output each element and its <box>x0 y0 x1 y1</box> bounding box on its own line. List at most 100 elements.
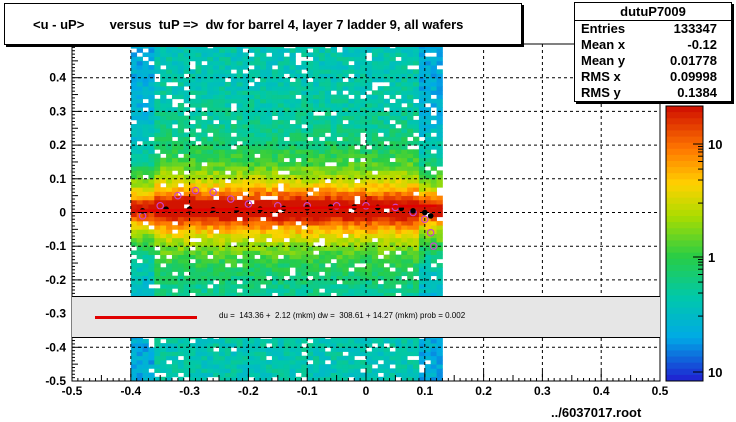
heatmap-cell <box>271 364 279 369</box>
heatmap-cell <box>360 208 367 213</box>
heatmap-cell <box>236 271 243 277</box>
heatmap-cell <box>389 170 396 175</box>
heatmap-cell <box>301 161 308 167</box>
heatmap-cell <box>213 107 220 112</box>
heatmap-cell <box>248 115 255 121</box>
heatmap-cell <box>366 65 373 70</box>
heatmap-cell <box>166 132 173 138</box>
heatmap-cell <box>166 145 173 150</box>
heatmap-cell <box>348 69 355 74</box>
heatmap-cell <box>407 52 414 58</box>
heatmap-cell <box>277 77 285 83</box>
heatmap-cell <box>313 368 320 373</box>
heatmap-cell <box>413 102 420 108</box>
heatmap-cell <box>130 102 138 108</box>
heatmap-cell <box>160 250 167 256</box>
heatmap-cell <box>330 69 337 74</box>
heatmap-cell <box>166 124 173 129</box>
heatmap-cell <box>213 44 220 49</box>
heatmap-cell <box>342 115 349 121</box>
heatmap-cell <box>219 351 226 357</box>
heatmap-cell <box>330 355 337 361</box>
heatmap-cell <box>366 178 373 184</box>
heatmap-cell <box>395 132 402 138</box>
heatmap-cell <box>207 86 214 91</box>
heatmap-cell <box>436 136 443 142</box>
heatmap-cell <box>413 136 420 142</box>
heatmap-cell <box>248 246 255 251</box>
heatmap-cell <box>307 183 314 188</box>
y-tick-label: -0.1 <box>45 239 66 253</box>
heatmap-cell <box>371 216 379 222</box>
heatmap-cell <box>166 199 173 205</box>
heatmap-cell <box>342 107 349 112</box>
heatmap-cell <box>295 250 302 256</box>
heatmap-cell <box>242 187 249 192</box>
heatmap-cell <box>271 157 279 163</box>
heatmap-cell <box>354 52 361 58</box>
heatmap-cell <box>195 288 202 293</box>
heatmap-cell <box>248 157 255 163</box>
heatmap-cell <box>366 246 373 251</box>
heatmap-cell <box>136 174 143 180</box>
heatmap-cell <box>295 86 302 91</box>
heatmap-cell <box>407 94 414 100</box>
heatmap-cell <box>148 170 155 175</box>
heatmap-cell <box>171 347 179 352</box>
heatmap-cell <box>271 136 279 142</box>
heatmap-cell <box>219 292 226 298</box>
heatmap-cell <box>348 170 355 175</box>
heatmap-cell <box>236 212 243 218</box>
heatmap-cell <box>201 250 208 256</box>
heatmap-cell <box>236 77 243 83</box>
heatmap-cell <box>207 52 214 58</box>
heatmap-cell <box>395 102 402 108</box>
heatmap-cell <box>377 258 385 264</box>
heatmap-cell <box>219 250 226 256</box>
heatmap-cell <box>348 124 355 129</box>
heatmap-cell <box>301 220 308 226</box>
heatmap-cell <box>342 258 349 264</box>
heatmap-cell <box>436 183 443 188</box>
heatmap-cell <box>383 170 390 175</box>
heatmap-cell <box>160 216 167 222</box>
heatmap-cell <box>324 77 332 83</box>
heatmap-cell <box>171 216 179 222</box>
heatmap-cell <box>219 233 226 239</box>
heatmap-cell <box>377 246 385 251</box>
heatmap-cell <box>418 86 426 91</box>
heatmap-cell <box>401 174 408 180</box>
heatmap-cell <box>318 355 326 361</box>
heatmap-cell <box>154 220 161 226</box>
heatmap-cell <box>383 284 390 289</box>
heatmap-cell <box>201 48 208 53</box>
heatmap-cell <box>189 86 196 91</box>
heatmap-cell <box>395 347 402 352</box>
heatmap-cell <box>248 216 255 222</box>
heatmap-cell <box>395 288 402 293</box>
heatmap-cell <box>401 359 408 365</box>
heatmap-cell <box>318 124 326 129</box>
heatmap-cell <box>401 258 408 264</box>
stats-box: dutuP7009 Entries 133347 Mean x -0.12 Me… <box>574 2 732 102</box>
heatmap-cell <box>371 246 379 251</box>
heatmap-cell <box>130 376 138 382</box>
heatmap-cell <box>295 246 302 251</box>
heatmap-cell <box>195 376 202 382</box>
heatmap-cell <box>360 90 367 95</box>
heatmap-cell <box>219 65 226 70</box>
heatmap-cell <box>201 254 208 260</box>
heatmap-cell <box>377 119 385 125</box>
heatmap-cell <box>348 48 355 53</box>
heatmap-cell <box>154 279 161 285</box>
heatmap-cell <box>271 107 279 112</box>
heatmap-cell <box>295 161 302 167</box>
heatmap-cell <box>407 288 414 293</box>
heatmap-cell <box>336 166 343 171</box>
heatmap-cell <box>266 145 273 150</box>
heatmap-cell <box>177 343 185 348</box>
heatmap-cell <box>342 347 349 352</box>
heatmap-cell <box>348 279 355 285</box>
heatmap-cell <box>219 241 226 247</box>
heatmap-cell <box>301 86 308 91</box>
